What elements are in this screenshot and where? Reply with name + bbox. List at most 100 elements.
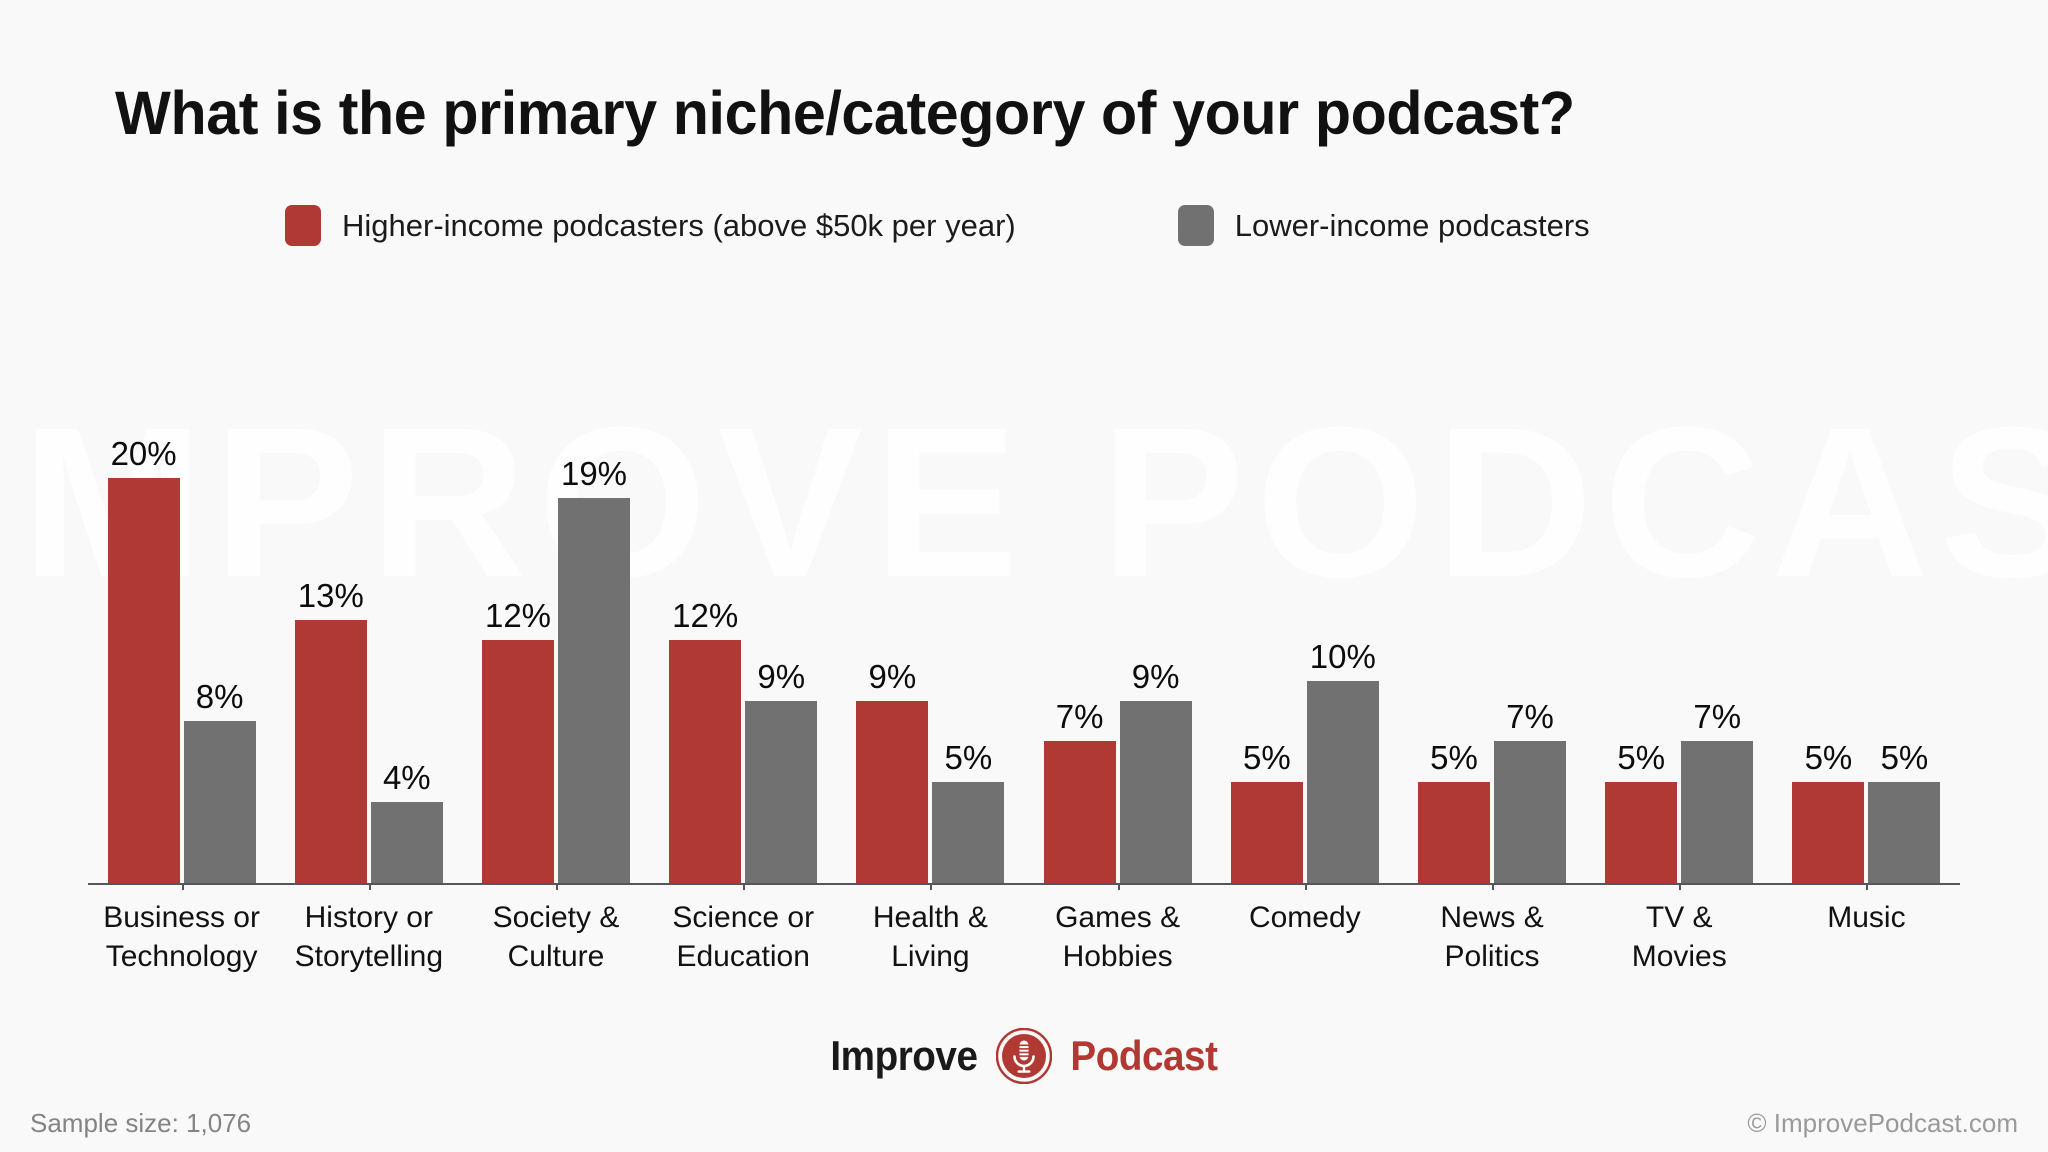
bar-column: 5% xyxy=(1605,470,1678,883)
x-axis-label-line: Society & xyxy=(492,901,620,934)
bar-value-label: 12% xyxy=(484,597,552,634)
logo-word-podcast: Podcast xyxy=(1070,1032,1218,1079)
x-axis-label-line: TV & xyxy=(1645,901,1713,934)
bar xyxy=(482,640,554,883)
bar-column: 5% xyxy=(1230,470,1303,883)
bar xyxy=(1605,781,1678,883)
x-axis-label-line: Movies xyxy=(1631,940,1727,973)
bar-group: 20% 8% xyxy=(88,437,275,890)
bar-value-label: 7% xyxy=(1693,698,1742,736)
bar xyxy=(558,498,630,883)
bar-value-label: 7% xyxy=(1506,698,1554,736)
chart-legend: Higher-income podcasters (above $50k per… xyxy=(285,205,1590,246)
bar xyxy=(1119,700,1192,883)
bar-value-label: 9% xyxy=(1131,657,1180,695)
bar-value-label: 9% xyxy=(868,657,917,695)
bar-value-label: 4% xyxy=(382,759,431,796)
bar-value-label: 20% xyxy=(110,435,177,472)
bar-column: 7% xyxy=(1494,470,1567,883)
logo-word-improve: Improve xyxy=(830,1032,979,1079)
bar-column: 8% xyxy=(183,470,256,883)
bar-value-label: 10% xyxy=(1309,637,1376,675)
bar-group: 13% 4% xyxy=(275,470,462,890)
bar-value-label: 5% xyxy=(1880,738,1929,776)
bar-column: 5% xyxy=(1418,470,1491,883)
bar xyxy=(1418,781,1491,883)
bar-column: 7% xyxy=(1681,470,1754,883)
bar-value-label: 19% xyxy=(560,455,628,493)
bar-value-label: 8% xyxy=(195,678,244,715)
bar-column: 10% xyxy=(1306,470,1379,883)
bar-group: 12% 9% xyxy=(650,470,837,890)
bar xyxy=(183,721,256,883)
bar xyxy=(856,700,929,883)
x-axis-label-line: Games & xyxy=(1055,901,1181,934)
x-axis-label: Comedy xyxy=(1211,898,1398,976)
legend-swatch-red-icon xyxy=(285,205,321,246)
bar-column: 4% xyxy=(370,470,443,883)
bar-value-label: 5% xyxy=(1617,738,1666,776)
x-axis-label-line: Culture xyxy=(507,940,605,973)
bar-value-label: 5% xyxy=(1804,738,1853,776)
legend-label-lower-income: Lower-income podcasters xyxy=(1234,207,1590,243)
x-axis-label-line: Music xyxy=(1827,901,1906,934)
x-axis-label-line: Living xyxy=(891,940,970,973)
bar xyxy=(1494,741,1567,883)
bar-group: 5% 5% xyxy=(1773,470,1960,890)
bar-column: 9% xyxy=(745,470,818,883)
x-axis-labels: Business or Technology History or Storytell… xyxy=(88,898,1960,976)
bar-value-label: 5% xyxy=(1242,738,1291,776)
legend-swatch-gray-icon xyxy=(1177,205,1214,246)
x-axis-label-line: Storytelling xyxy=(294,940,443,973)
legend-item-lower-income: Lower-income podcasters xyxy=(1177,205,1590,246)
bar xyxy=(1792,781,1865,883)
bar xyxy=(745,700,818,883)
x-axis-label: History or Storytelling xyxy=(275,898,462,976)
x-axis-label-line: Science or xyxy=(672,901,815,934)
x-axis-line xyxy=(88,883,1960,885)
x-axis-label: Games & Hobbies xyxy=(1024,898,1211,976)
x-axis-label-line: Health & xyxy=(872,901,988,934)
bar xyxy=(1306,680,1379,883)
bar xyxy=(669,640,742,883)
bar-value-label: 9% xyxy=(757,657,806,695)
bar-column: 5% xyxy=(932,470,1005,883)
x-axis-label-line: News & xyxy=(1440,901,1544,934)
bar-column: 7% xyxy=(1043,470,1116,883)
bar xyxy=(1230,781,1303,883)
bar-column: 20% xyxy=(107,437,180,883)
copyright-note: © ImprovePodcast.com xyxy=(1747,1108,2018,1138)
bar-value-label: 13% xyxy=(297,576,364,614)
x-axis-label: TV & Movies xyxy=(1586,898,1773,976)
x-axis-label-line: Technology xyxy=(105,940,258,973)
bar xyxy=(932,781,1005,883)
bar-group: 9% 5% xyxy=(837,470,1024,890)
bar-column: 5% xyxy=(1868,470,1941,883)
bar-groups: 20% 8% 13% 4% 12% 19% 12% 9% 9% 5% 7% 9% 5% 10% 5% 7% 5%… xyxy=(88,437,1960,890)
bar-group: 7% 9% xyxy=(1024,470,1211,890)
x-axis-label: Society & Culture xyxy=(462,898,649,976)
bar-column: 5% xyxy=(1792,470,1865,883)
bar-group: 5% 7% xyxy=(1586,470,1773,890)
bar xyxy=(1043,741,1116,883)
bar-column: 19% xyxy=(558,457,630,883)
bar xyxy=(1681,741,1754,883)
x-axis-label: News & Politics xyxy=(1398,898,1585,976)
bar-value-label: 12% xyxy=(672,597,739,634)
bar-column: 9% xyxy=(1119,470,1192,883)
x-axis-label-line: Business or xyxy=(103,901,260,934)
x-axis-label: Science or Education xyxy=(650,898,837,976)
brand-logo: Improve Podcast xyxy=(0,1027,2048,1085)
bar xyxy=(1868,781,1941,883)
bar xyxy=(370,802,443,883)
page-title: What is the primary niche/category of yo… xyxy=(115,79,1575,147)
bar-column: 12% xyxy=(669,470,742,883)
bar-group: 12% 19% xyxy=(462,457,649,890)
bar xyxy=(294,619,367,883)
sample-size-note: Sample size: 1,076 xyxy=(30,1108,252,1138)
bar-value-label: 5% xyxy=(1430,738,1478,776)
bar-chart-plot-area: 20% 8% 13% 4% 12% 19% 12% 9% 9% 5% 7% 9% 5% 10% 5% 7% 5%… xyxy=(88,437,1960,890)
x-axis-label-line: Education xyxy=(676,940,810,973)
bar-value-label: 7% xyxy=(1055,698,1104,736)
bar-column: 12% xyxy=(482,470,554,883)
